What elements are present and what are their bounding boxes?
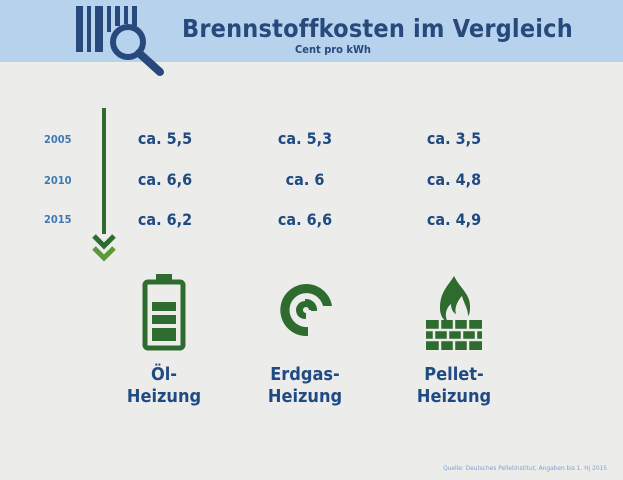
gas-swirl-icon [280, 284, 332, 337]
value-cell: ca. 6,6 [137, 170, 193, 189]
fuel-label-gas: Erdgas- Heizung [245, 364, 365, 408]
chart-title: Brennstoffkosten im Vergleich [182, 14, 573, 43]
chart-subtitle: Cent pro kWh [295, 43, 371, 56]
year-label: 2005 [44, 133, 72, 146]
fuel-label-oil: Öl- Heizung [104, 364, 224, 408]
value-cell: ca. 5,5 [137, 129, 193, 148]
header-bar [0, 0, 623, 62]
value-cell: ca. 3,5 [426, 129, 482, 148]
value-cell: ca. 5,3 [277, 129, 333, 148]
barcode-search-icon [76, 6, 164, 76]
year-label: 2015 [44, 213, 72, 226]
timeline-arrow-icon [92, 108, 116, 262]
value-cell: ca. 4,9 [426, 210, 482, 229]
fuel-label-pellet: Pellet- Heizung [394, 364, 514, 408]
fuel-label-line: Heizung [267, 386, 343, 407]
source-note: Quelle: Deutsches Pelletinstitut; Angabe… [443, 464, 607, 472]
value-cell: ca. 6,2 [137, 210, 193, 229]
fuel-label-line: Heizung [416, 386, 492, 407]
battery-icon [142, 274, 186, 351]
value-cell: ca. 4,8 [426, 170, 482, 189]
value-cell: ca. 6 [285, 170, 325, 189]
year-label: 2010 [44, 174, 72, 187]
value-cell: ca. 6,6 [277, 210, 333, 229]
fuel-label-line: Öl- [150, 364, 178, 385]
fire-brick-icon [426, 276, 482, 350]
fuel-label-line: Pellet- [424, 364, 484, 385]
fuel-label-line: Erdgas- [270, 364, 340, 385]
fuel-label-line: Heizung [126, 386, 202, 407]
